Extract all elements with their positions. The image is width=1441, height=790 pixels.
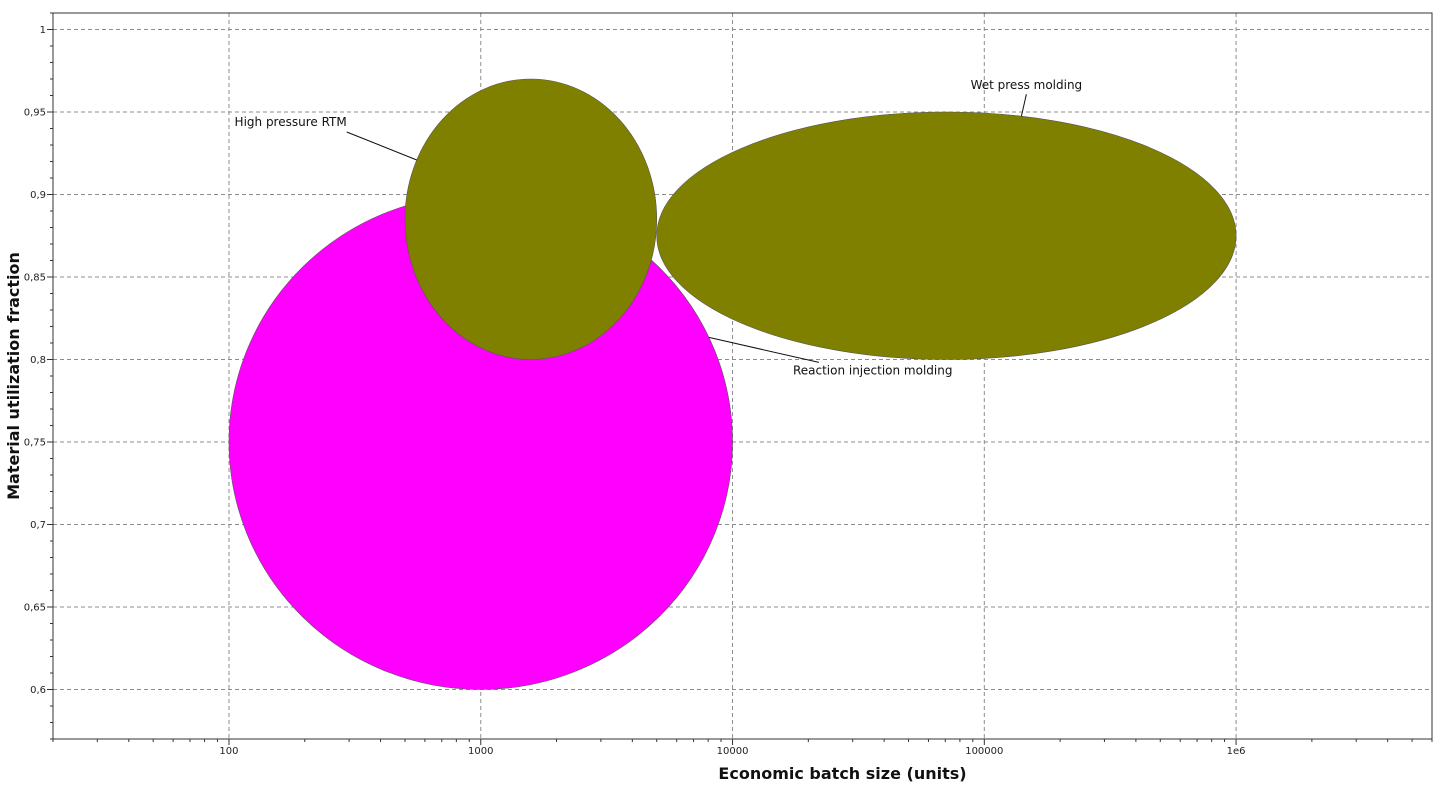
- x-tick-label: 100: [219, 746, 238, 757]
- bubble: [656, 111, 1237, 360]
- y-tick-label: 0,65: [24, 603, 46, 614]
- bubble-leader-line: [1020, 94, 1027, 117]
- y-tick-label: 0,6: [30, 685, 46, 696]
- bubble-leader-line: [346, 131, 417, 161]
- axes: 100 1000 10000 100000 1e6 0,6 0,65 0,7 0,75 0,8 0,…: [24, 12, 1433, 757]
- x-axis-title: Economic batch size (units): [718, 764, 966, 783]
- bubble-leader-line: [708, 336, 820, 363]
- x-tick-label: 10000: [717, 746, 749, 757]
- x-tick-label: 100000: [965, 746, 1003, 757]
- y-tick-label: 1: [40, 25, 46, 36]
- y-tick-label: 0,9: [30, 190, 46, 201]
- x-tick-label: 1000: [468, 746, 493, 757]
- bubble: [404, 78, 658, 360]
- y-tick-label: 0,75: [24, 438, 46, 449]
- y-tick-label: 0,7: [30, 520, 46, 531]
- bubble-labels: Reaction injection molding High pressure …: [235, 78, 1083, 377]
- bubble-label: Reaction injection molding: [793, 363, 953, 377]
- bubbles: [228, 78, 1237, 690]
- bubble-label: Wet press molding: [971, 78, 1083, 92]
- y-tick-label: 0,8: [30, 355, 46, 366]
- y-tick-label: 0,95: [24, 108, 46, 119]
- bubble-label: High pressure RTM: [235, 115, 347, 129]
- y-axis-title: Material utilization fraction: [4, 252, 23, 500]
- y-tick-label: 0,85: [24, 273, 46, 284]
- x-tick-label: 1e6: [1227, 746, 1246, 757]
